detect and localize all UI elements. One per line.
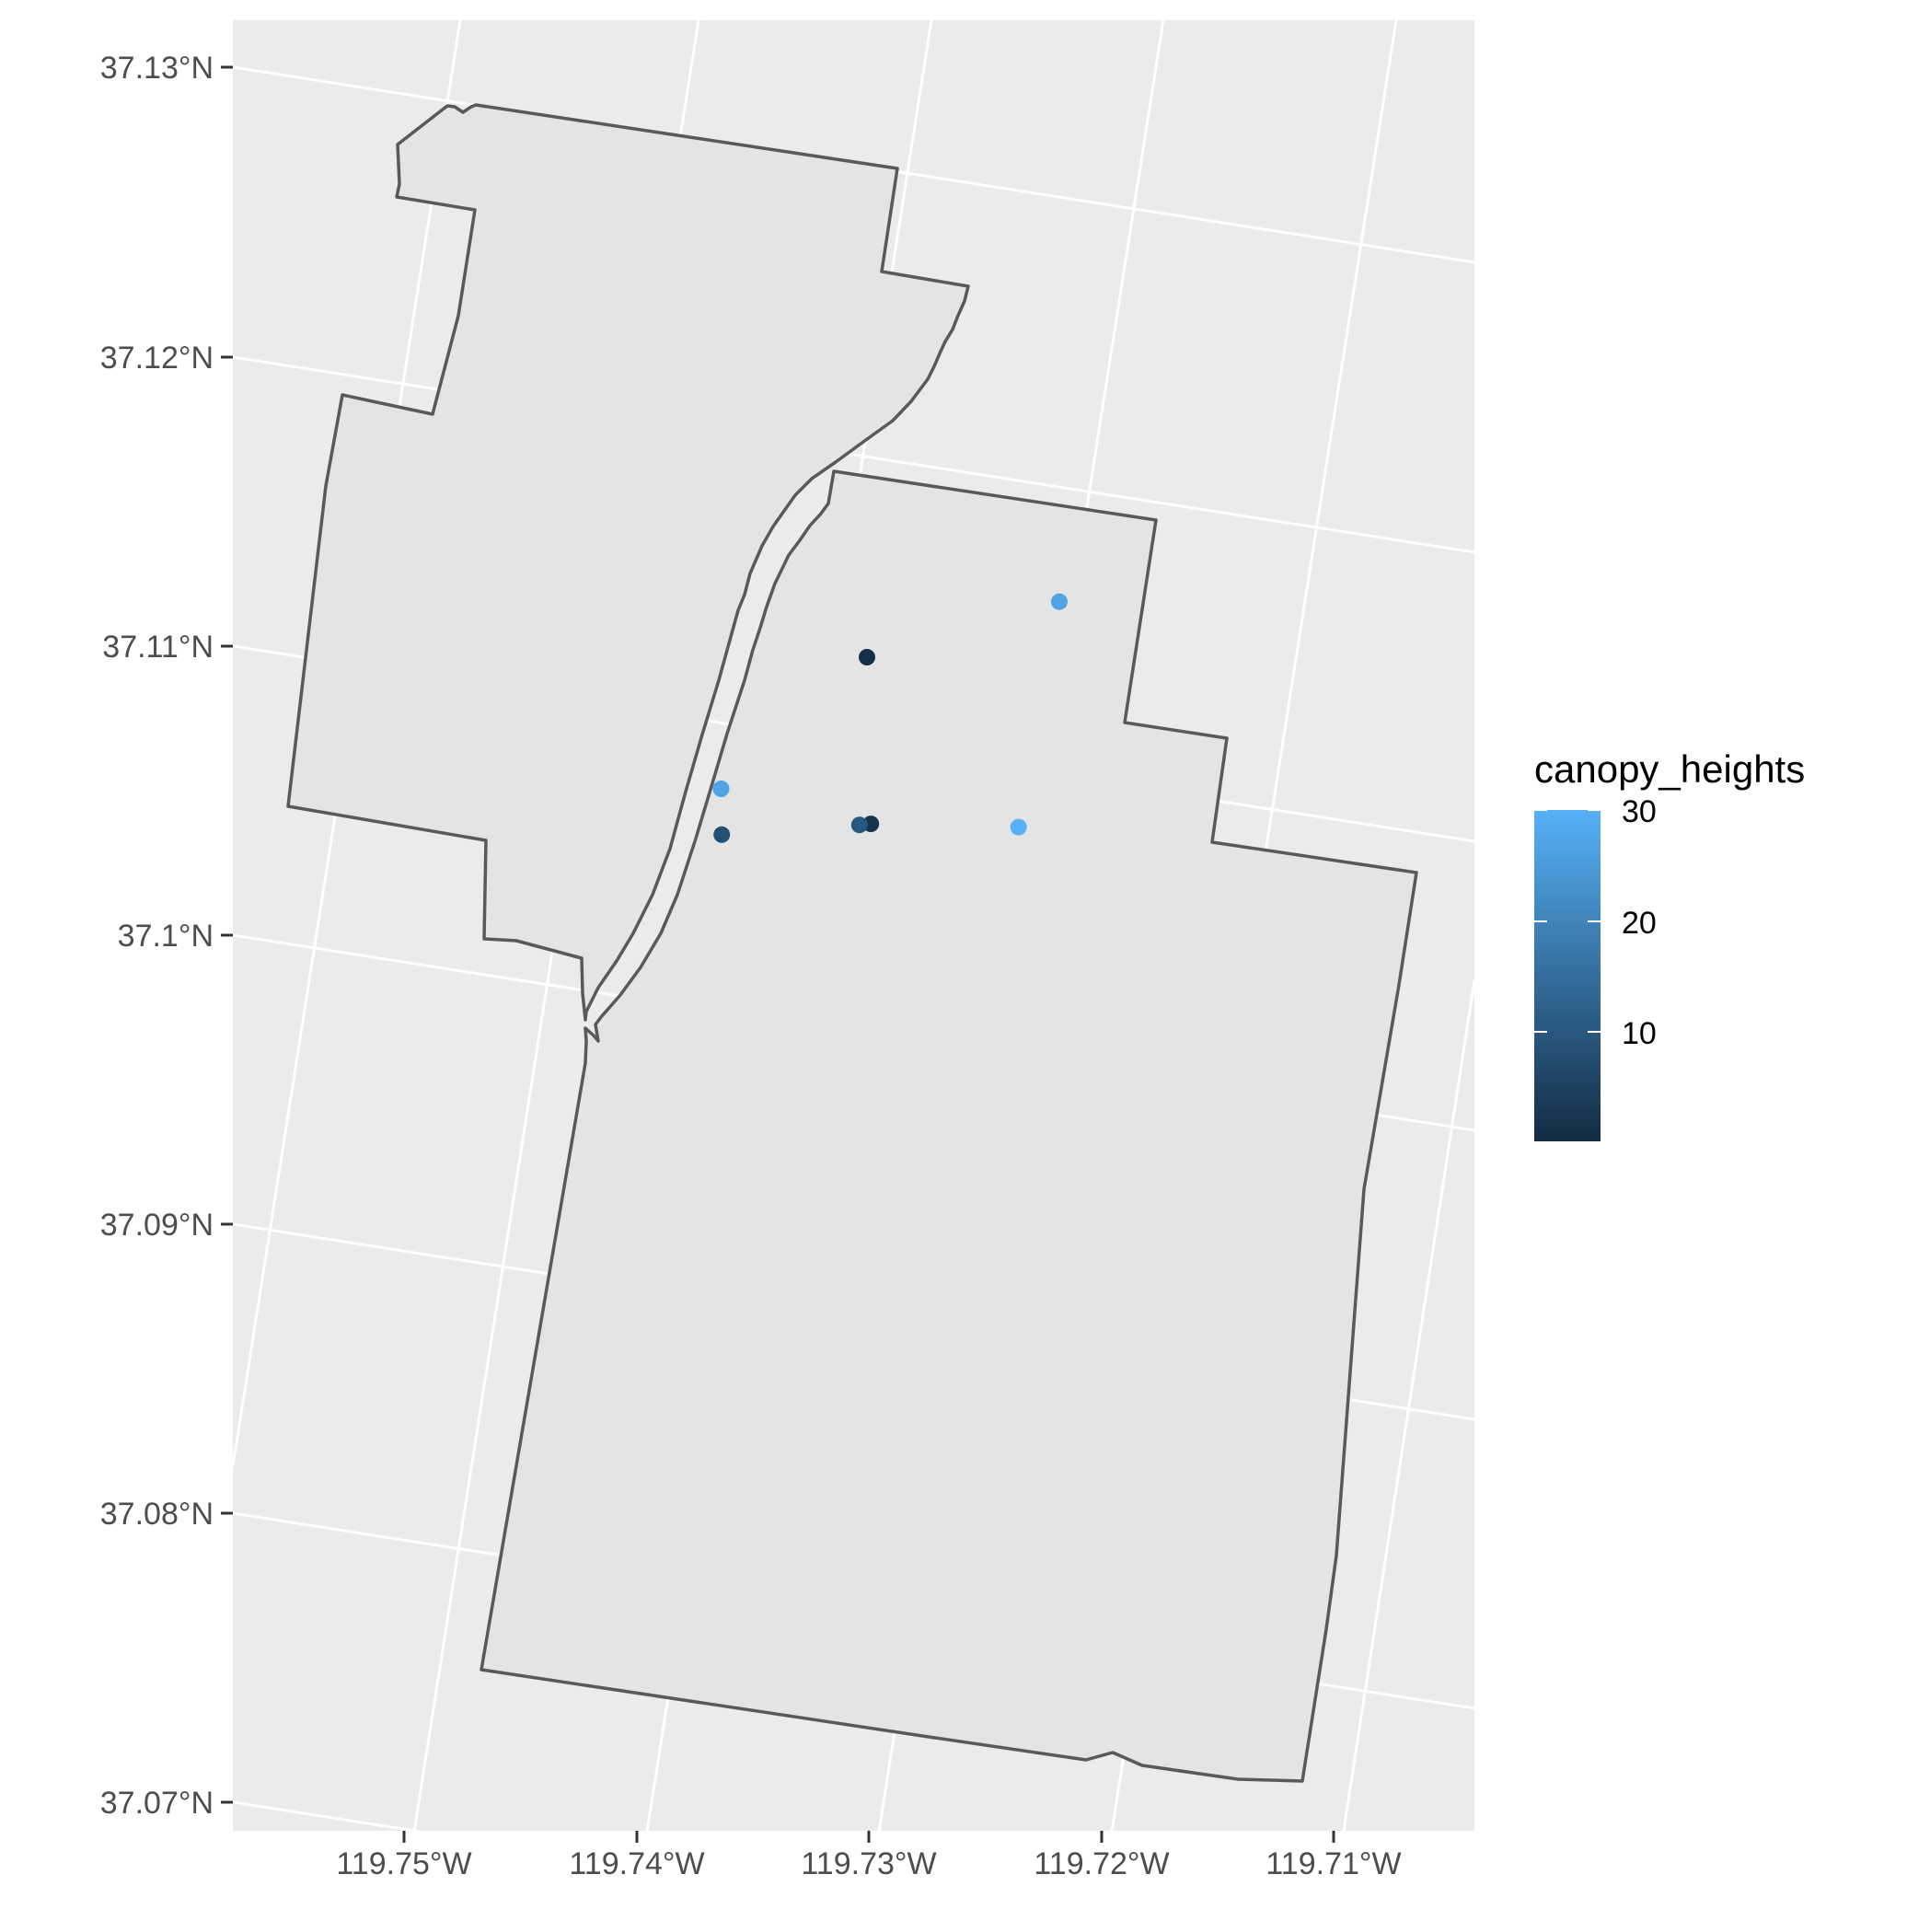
- boundary-polygon-south: [480, 469, 1418, 1783]
- lon-gridline-119.71: [1342, 979, 1474, 1831]
- lon-label: 119.73°W: [801, 1846, 936, 1881]
- boundary-polygon-north: [286, 103, 970, 1022]
- lat-label: 37.08°N: [100, 1497, 214, 1532]
- legend-title: canopy_heights: [1534, 747, 1805, 791]
- legend-label: 30: [1622, 794, 1657, 829]
- latitude-axis: 37.13°N 37.12°N 37.11°N 37.1°N 37.09°N 3…: [100, 51, 233, 1821]
- canopy-point-2: [859, 649, 875, 665]
- lat-label: 37.12°N: [100, 341, 214, 376]
- legend-ticks: [1534, 809, 1601, 1033]
- legend-label: 10: [1622, 1016, 1657, 1051]
- canopy-point-4: [1010, 818, 1027, 836]
- lat-label: 37.11°N: [102, 630, 214, 665]
- lat-label: 37.1°N: [118, 919, 214, 954]
- lon-label: 119.74°W: [569, 1846, 704, 1881]
- legend: canopy_heights 30 20 10: [1534, 747, 1805, 1141]
- lon-label: 119.71°W: [1265, 1846, 1401, 1881]
- canopy-point-1: [1051, 593, 1068, 610]
- lat-label: 37.09°N: [100, 1208, 214, 1243]
- data-points: [712, 593, 1068, 843]
- canopy-point-6: [850, 816, 868, 834]
- legend-label: 20: [1622, 906, 1657, 941]
- legend-colorbar: [1534, 810, 1601, 1141]
- longitude-axis: 119.75°W 119.74°W 119.73°W 119.72°W 119.…: [336, 1831, 1402, 1881]
- lon-label: 119.75°W: [336, 1846, 471, 1881]
- boundary-polygons: [286, 103, 1418, 1783]
- lon-label: 119.72°W: [1034, 1846, 1169, 1881]
- lat-label: 37.13°N: [100, 51, 214, 86]
- lat-label: 37.07°N: [100, 1786, 214, 1821]
- canopy-point-7: [713, 826, 731, 843]
- canopy-point-3: [712, 781, 730, 797]
